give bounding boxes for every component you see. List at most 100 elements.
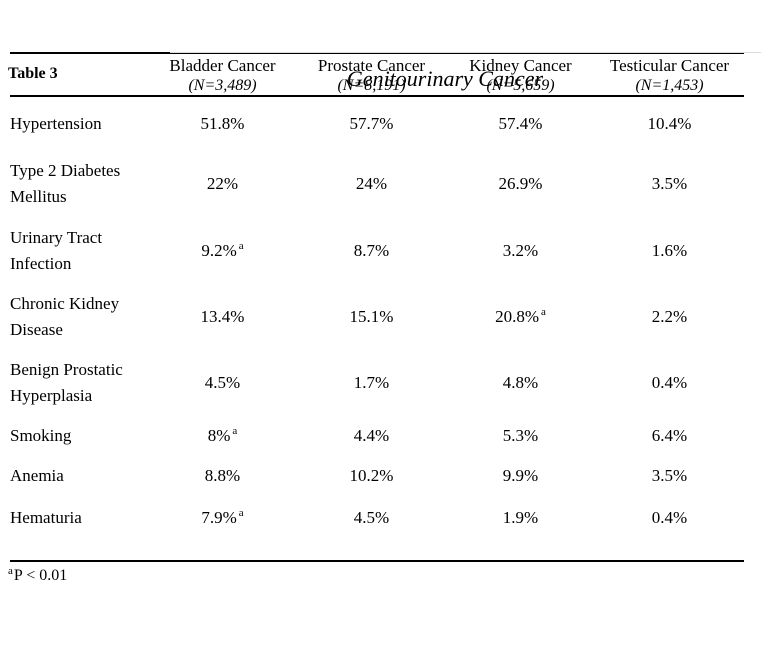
value-text: 6.4% (651, 426, 688, 445)
value-text: 57.4% (498, 113, 543, 133)
row-label: Hematuria (10, 508, 82, 527)
column-header-prostate-cancer: Prostate Cancer (N=8,191) (297, 53, 446, 96)
header-row: Bladder Cancer (N=3,489) Prostate Cancer… (10, 53, 744, 96)
value-cell: 3.2% (446, 218, 595, 284)
value-cell: 1.9% (446, 496, 595, 540)
table-row: Chronic Kidney Disease 13.4% 15.1% 20.8%… (10, 284, 744, 350)
value-text: 5.3% (502, 426, 539, 445)
value-cell: 57.4% (446, 96, 595, 150)
value-text: 15.1% (349, 307, 394, 326)
value-cell: 20.8% a (446, 284, 595, 350)
value-text: 1.6% (651, 241, 688, 260)
row-label: Smoking (10, 426, 72, 445)
column-sample-size: (N=8,191) (337, 77, 406, 94)
value-cell: 10.4% (595, 96, 744, 150)
footnote-marker: a (8, 564, 13, 577)
value-cell: 22% (148, 150, 297, 218)
value-text: 3.5% (651, 466, 688, 485)
row-label: Hypertension (10, 113, 102, 133)
value-cell: 2.2% (595, 284, 744, 350)
column-name: Testicular Cancer (609, 56, 730, 75)
value-cell: 1.7% (297, 350, 446, 416)
value-text: 4.4% (353, 426, 390, 445)
row-label: Type 2 Diabetes Mellitus (10, 161, 121, 206)
value-text: 24% (355, 174, 388, 193)
page-top-edge-line (170, 52, 761, 53)
value-cell: 6.4% (595, 416, 744, 456)
table-row: Anemia 8.8% 10.2% 9.9% 3.5% (10, 456, 744, 496)
value-cell: 4.5% (297, 496, 446, 540)
value-cell: 57.7% (297, 96, 446, 150)
column-sample-size: (N=5,659) (486, 77, 555, 94)
value-cell: 3.5% (595, 456, 744, 496)
table-row: Hematuria 7.9% a 4.5% 1.9% 0.4% (10, 496, 744, 540)
row-label: Urinary Tract Infection (10, 228, 103, 273)
value-cell: 4.4% (297, 416, 446, 456)
value-text: 20.8% (495, 307, 540, 326)
value-text: 10.4% (647, 113, 692, 133)
column-sample-size: (N=3,489) (188, 77, 257, 94)
significance-superscript: a (232, 425, 238, 438)
value-cell: 8.8% (148, 456, 297, 496)
table-row: Type 2 Diabetes Mellitus 22% 24% 26.9% 3… (10, 150, 744, 218)
table-row: Benign Prostatic Hyperplasia 4.5% 1.7% 4… (10, 350, 744, 416)
value-cell: 15.1% (297, 284, 446, 350)
value-cell: 0.4% (595, 496, 744, 540)
table-row: Smoking 8% a 4.4% 5.3% 6.4% (10, 416, 744, 456)
value-text: 7.9% (201, 508, 237, 527)
value-cell: 8.7% (297, 218, 446, 284)
table-bottom-rule (10, 560, 744, 562)
value-text: 57.7% (349, 113, 394, 133)
significance-superscript: a (541, 306, 546, 319)
column-name: Prostate Cancer (317, 56, 426, 75)
significance-footnote: aP < 0.01 (8, 564, 761, 586)
value-cell: 8% a (148, 416, 297, 456)
value-text: 51.8% (200, 113, 245, 133)
value-cell: 4.8% (446, 350, 595, 416)
value-cell: 10.2% (297, 456, 446, 496)
value-text: 10.2% (349, 466, 394, 485)
value-text: 3.5% (651, 174, 688, 193)
value-text: 0.4% (651, 373, 688, 392)
column-header-bladder-cancer: Bladder Cancer (N=3,489) (148, 53, 297, 96)
value-cell: 1.6% (595, 218, 744, 284)
value-cell: 51.8% (148, 96, 297, 150)
value-text: 8% (207, 426, 231, 445)
column-header-testicular-cancer: Testicular Cancer (N=1,453) (595, 53, 744, 96)
value-text: 1.9% (502, 508, 539, 527)
column-name: Kidney Cancer (469, 56, 572, 75)
value-text: 9.2% (201, 241, 237, 260)
value-cell: 5.3% (446, 416, 595, 456)
value-cell: 7.9% a (148, 496, 297, 540)
genitourinary-cancer-table: Bladder Cancer (N=3,489) Prostate Cancer… (10, 52, 744, 540)
value-text: 13.4% (200, 307, 245, 326)
row-label: Chronic Kidney Disease (10, 294, 120, 339)
row-label: Anemia (10, 466, 64, 485)
value-text: 3.2% (502, 241, 539, 260)
value-text: 22% (206, 174, 239, 193)
value-text: 4.5% (204, 373, 241, 392)
value-cell: 9.2% a (148, 218, 297, 284)
table-row: Hypertension 51.8% 57.7% 57.4% 10.4% (10, 96, 744, 150)
significance-superscript: a (238, 507, 244, 520)
value-cell: 26.9% (446, 150, 595, 218)
significance-superscript: a (238, 240, 244, 253)
column-header-kidney-cancer: Kidney Cancer (N=5,659) (446, 53, 595, 96)
value-text: 9.9% (502, 466, 539, 485)
table-header: Bladder Cancer (N=3,489) Prostate Cancer… (10, 53, 744, 96)
value-text: 8.8% (204, 466, 241, 485)
value-cell: 24% (297, 150, 446, 218)
row-label: Benign Prostatic Hyperplasia (10, 360, 123, 405)
value-cell: 13.4% (148, 284, 297, 350)
table-row: Urinary Tract Infection 9.2% a 8.7% 3.2% … (10, 218, 744, 284)
table-title: Genitourinary Cancer (346, 66, 544, 91)
value-text: 1.7% (353, 373, 390, 392)
value-text: 4.8% (502, 373, 539, 392)
column-sample-size: (N=1,453) (635, 77, 704, 94)
footnote-text: P < 0.01 (13, 567, 68, 584)
value-text: 0.4% (651, 508, 688, 527)
value-text: 4.5% (353, 508, 390, 527)
value-cell: 3.5% (595, 150, 744, 218)
value-text: 2.2% (651, 307, 688, 326)
table-body: Hypertension 51.8% 57.7% 57.4% 10.4% Typ… (10, 96, 744, 540)
